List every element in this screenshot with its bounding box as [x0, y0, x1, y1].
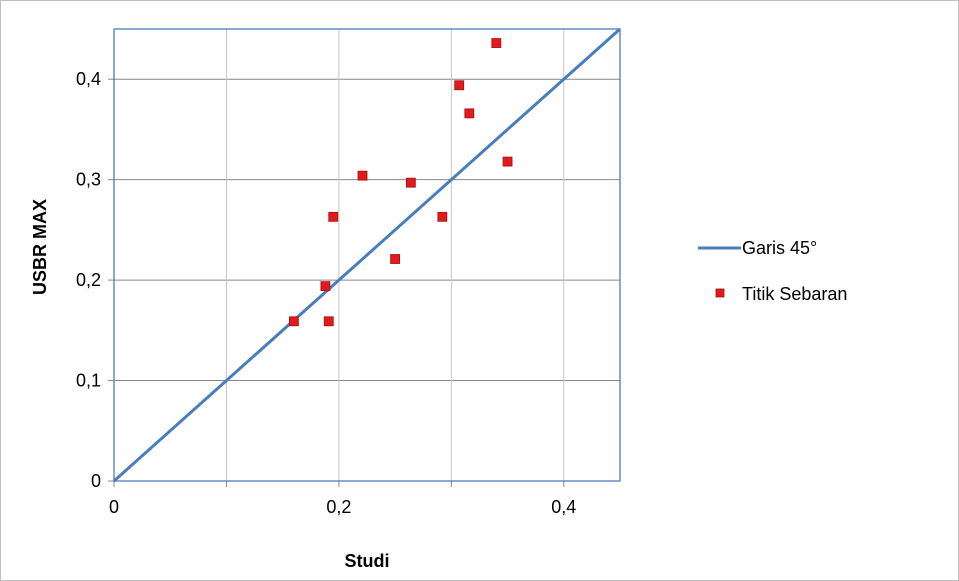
y-axis-title: USBR MAX	[30, 199, 50, 295]
scatter-point	[454, 80, 465, 91]
reference-line-layer	[113, 27, 621, 483]
legend-label-line: Garis 45°	[742, 238, 817, 258]
scatter-point	[390, 254, 401, 264]
scatter-points	[289, 38, 513, 327]
y-tick-label: 0,2	[76, 270, 101, 290]
legend: Garis 45° Titik Sebaran	[698, 238, 847, 304]
y-tick-label: 0,3	[76, 170, 101, 190]
x-tick-label: 0,4	[551, 497, 576, 517]
scatter-point	[328, 211, 339, 222]
y-tick-label: 0,4	[76, 69, 101, 89]
x-tick-label: 0,2	[326, 497, 351, 517]
legend-label-scatter: Titik Sebaran	[742, 284, 847, 304]
scatter-point	[502, 156, 513, 167]
scatter-point	[491, 38, 502, 48]
y-tick-label: 0,1	[76, 371, 101, 391]
scatter-point	[464, 108, 475, 119]
x-tick-label: 0	[109, 497, 119, 517]
legend-marker-swatch	[715, 288, 725, 298]
scatter-point	[405, 177, 416, 188]
scatter-point	[323, 316, 334, 327]
scatter-point	[437, 211, 448, 222]
plot-area-border	[113, 28, 621, 482]
reference-line-45	[113, 27, 621, 483]
tick-labels: 0 0,1 0,2 0,3 0,4 0 0,2 0,4	[76, 69, 576, 517]
scatter-point	[357, 170, 368, 181]
scatter-point	[289, 316, 299, 327]
scatter-point	[320, 281, 331, 292]
y-tick-label: 0	[91, 471, 101, 491]
x-axis-title: Studi	[345, 551, 390, 571]
